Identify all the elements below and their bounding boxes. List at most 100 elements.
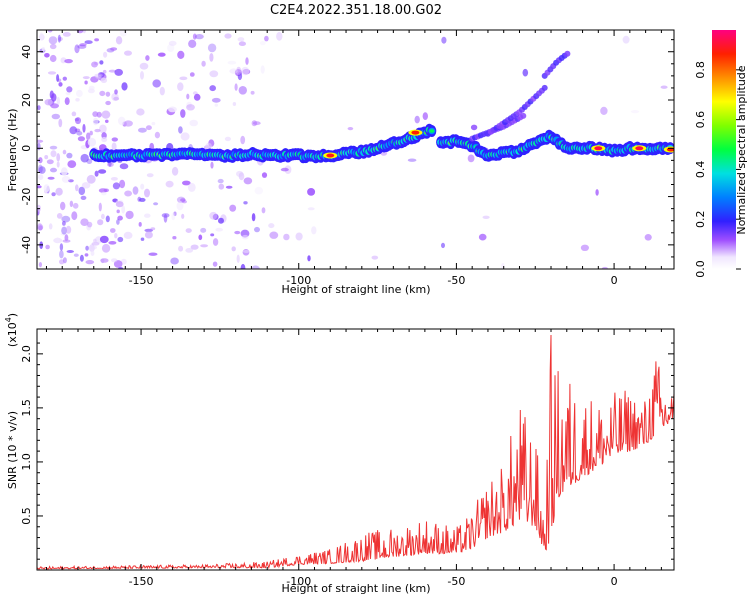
noise-speckle — [105, 100, 111, 106]
noise-speckle — [236, 66, 242, 75]
noise-speckle — [254, 186, 264, 195]
noise-speckle — [172, 236, 177, 240]
noise-speckle — [86, 221, 93, 228]
noise-speckle — [64, 234, 69, 242]
noise-speckle — [76, 30, 84, 34]
x-tick-label: 0 — [611, 274, 618, 287]
noise-speckle — [210, 233, 215, 237]
noise-speckle — [224, 33, 232, 39]
colorbar-tick-label: 0.0 — [694, 260, 707, 278]
snr-scale-exp: 4 — [4, 317, 13, 322]
noise-speckle — [101, 136, 108, 143]
noise-speckle — [188, 39, 197, 48]
noise-speckle — [90, 76, 99, 83]
noise-speckle — [46, 159, 54, 165]
noise-speckle — [145, 125, 152, 131]
noise-speckle — [94, 170, 99, 177]
snr-series-line — [37, 334, 674, 570]
noise-speckle — [101, 213, 105, 220]
noise-speckle — [58, 118, 63, 128]
noise-speckle — [171, 212, 176, 221]
noise-speckle — [268, 223, 275, 229]
noise-speckle — [76, 89, 83, 98]
noise-speckle — [180, 132, 190, 141]
noise-speckle — [116, 209, 120, 214]
colorbar-gradient — [712, 30, 736, 269]
noise-speckle — [93, 238, 97, 244]
noise-speckle — [88, 85, 95, 91]
noise-speckle — [98, 188, 108, 193]
noise-speckle — [112, 198, 118, 203]
noise-speckle — [214, 103, 218, 107]
noise-speckle — [210, 161, 214, 169]
noise-speckle — [48, 223, 53, 230]
noise-speckle — [261, 207, 266, 214]
noise-speckle — [218, 217, 224, 224]
noise-speckle — [177, 50, 185, 60]
noise-speckle — [231, 246, 236, 252]
noise-speckle — [185, 228, 192, 234]
noise-speckle — [178, 245, 184, 252]
snr-scale-base: (x10 — [6, 322, 19, 347]
noise-speckle — [113, 96, 120, 101]
noise-speckle — [67, 160, 77, 169]
noise-speckle — [108, 69, 116, 73]
noise-speckle — [82, 30, 86, 34]
noise-speckle — [47, 176, 55, 180]
noise-speckle — [121, 82, 128, 91]
noise-speckle — [185, 248, 194, 253]
noise-speckle — [49, 54, 57, 63]
noise-speckle — [179, 76, 188, 81]
noise-speckle — [80, 153, 89, 163]
peak-core — [594, 146, 603, 151]
noise-speckle — [209, 85, 216, 92]
noise-speckle — [62, 76, 67, 81]
noise-speckle — [96, 111, 102, 118]
colorbar-label: Normalized spectral amplitude — [735, 65, 748, 234]
noise-speckle — [307, 255, 311, 262]
colorbar-ticks: 0.0 0.2 0.4 0.6 0.8 — [694, 61, 741, 278]
noise-speckle — [347, 127, 354, 131]
noise-speckle — [47, 71, 57, 75]
noise-speckle — [71, 111, 77, 117]
spectrogram-frame — [36, 29, 675, 270]
noise-speckle — [119, 179, 126, 189]
noise-speckle — [38, 262, 43, 268]
noise-speckle — [119, 163, 129, 170]
noise-speckle — [159, 86, 165, 96]
noise-speckle — [101, 243, 111, 253]
noise-speckle — [103, 51, 108, 58]
noise-speckle — [64, 97, 70, 105]
branch-blob — [564, 50, 571, 57]
noise-speckle — [50, 167, 57, 173]
noise-speckle — [229, 204, 237, 212]
spectrogram-xlabel: Height of straight line (km) — [281, 283, 430, 296]
snr-ticks: -150 -100 -50 0 0.5 1.0 1.5 2.0 — [20, 329, 674, 588]
noise-speckle — [259, 41, 266, 46]
noise-speckle — [407, 158, 417, 162]
x-tick-label: -100 — [286, 575, 311, 588]
noise-speckle — [252, 121, 261, 126]
noise-speckle — [39, 32, 44, 41]
noise-speckle — [97, 72, 105, 78]
noise-speckle — [124, 190, 132, 197]
noise-speckle — [124, 50, 132, 56]
noise-speckle — [168, 106, 177, 113]
noise-speckle — [91, 242, 100, 246]
noise-speckle — [441, 242, 445, 249]
noise-speckle — [144, 228, 153, 233]
noise-speckle — [82, 76, 90, 80]
noise-speckle — [163, 213, 168, 223]
noise-speckle — [94, 128, 101, 133]
noise-speckle — [644, 234, 652, 241]
noise-speckle — [85, 245, 89, 251]
noise-speckle — [56, 213, 63, 219]
noise-speckle — [84, 253, 89, 257]
snr-frame — [36, 328, 675, 571]
noise-speckle — [150, 227, 156, 231]
noise-speckle — [53, 237, 63, 244]
noise-speckle — [38, 174, 44, 181]
noise-speckle — [154, 131, 160, 139]
noise-speckle — [111, 258, 118, 263]
